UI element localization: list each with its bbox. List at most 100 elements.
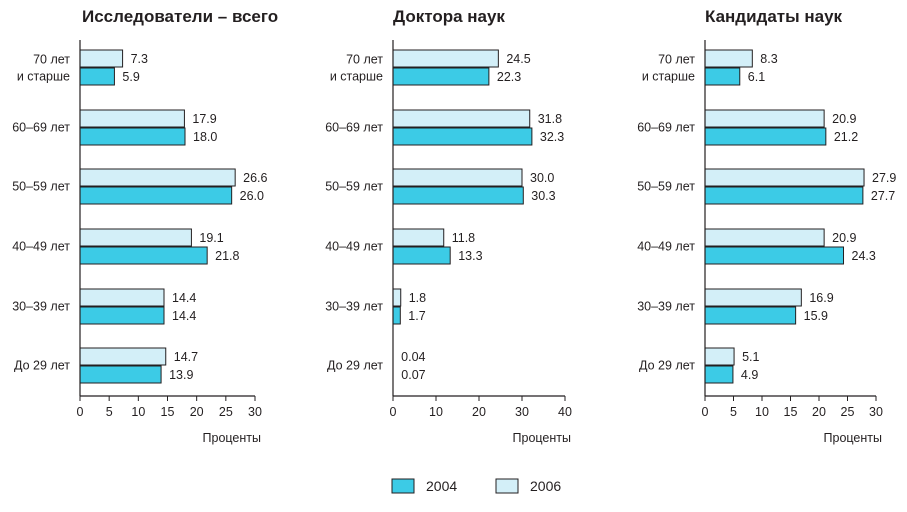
bar-2004 xyxy=(392,246,451,265)
category-label: 40–49 лет xyxy=(637,240,695,254)
bar-2004 xyxy=(704,127,827,146)
x-tick-label: 15 xyxy=(161,405,175,419)
data-label: 5.9 xyxy=(122,70,139,84)
bar-2006 xyxy=(392,228,445,247)
legend-label: 2006 xyxy=(530,478,561,494)
category-label-line: 40–49 лет xyxy=(325,240,383,254)
data-label: 19.1 xyxy=(199,231,223,245)
bar-2004 xyxy=(704,306,797,325)
category-label-line: 70 лет xyxy=(33,53,70,67)
x-tick-label: 20 xyxy=(472,405,486,419)
chart-title: Кандидаты наук xyxy=(705,7,843,26)
data-label: 21.2 xyxy=(834,130,858,144)
data-label: 13.3 xyxy=(458,249,482,263)
bar-2004 xyxy=(79,246,208,265)
bar-2004 xyxy=(704,365,734,384)
data-label: 1.8 xyxy=(409,291,426,305)
data-label: 18.0 xyxy=(193,130,217,144)
category-label-line: 30–39 лет xyxy=(325,300,383,314)
bar-2006 xyxy=(79,109,185,128)
category-label-line: 50–59 лет xyxy=(637,180,695,194)
x-tick-label: 40 xyxy=(558,405,572,419)
legend: 2004 2006 xyxy=(391,478,561,494)
x-tick-label: 0 xyxy=(77,405,84,419)
bar-2006 xyxy=(392,49,499,68)
category-label: 50–59 лет xyxy=(637,180,695,194)
data-label: 15.9 xyxy=(804,309,828,323)
data-label: 0.04 xyxy=(401,350,425,364)
bar-2004 xyxy=(79,127,186,146)
category-label-line: 60–69 лет xyxy=(637,121,695,135)
category-label: 70 лет и старше xyxy=(642,53,695,84)
x-tick-label: 10 xyxy=(131,405,145,419)
category-label-line: 40–49 лет xyxy=(12,240,70,254)
bar-2004 xyxy=(704,186,864,205)
bar-2004 xyxy=(704,67,741,86)
bar-2006 xyxy=(704,109,825,128)
data-label: 4.9 xyxy=(741,368,758,382)
bar-2004 xyxy=(79,67,115,86)
data-label: 26.6 xyxy=(243,171,267,185)
category-label: До 29 лет xyxy=(327,359,383,373)
bar-2006 xyxy=(79,288,165,307)
category-label-line: 70 лет xyxy=(658,53,695,67)
category-label: 60–69 лет xyxy=(637,121,695,135)
category-label-line: 70 лет xyxy=(346,53,383,67)
legend-label: 2004 xyxy=(426,478,457,494)
data-label: 11.8 xyxy=(452,231,475,245)
bar-2006 xyxy=(704,228,825,247)
legend-swatch-2004 xyxy=(391,478,415,494)
category-label-line: и старше xyxy=(17,70,70,84)
bar-2006 xyxy=(704,49,753,68)
chart-panel-1: Доктора наук 70 лет и старше 60–69 лет 50–59… xyxy=(325,7,572,445)
data-label: 14.4 xyxy=(172,309,196,323)
data-label: 27.7 xyxy=(871,189,895,203)
bar-2004 xyxy=(392,127,533,146)
data-label: 24.5 xyxy=(506,52,530,66)
data-label: 0.07 xyxy=(401,368,425,382)
bar-2004 xyxy=(79,186,233,205)
category-label: 30–39 лет xyxy=(325,300,383,314)
data-label: 8.3 xyxy=(760,52,777,66)
category-label: 30–39 лет xyxy=(637,300,695,314)
bar-2006 xyxy=(392,168,523,187)
x-tick-label: 0 xyxy=(390,405,397,419)
x-tick-label: 20 xyxy=(812,405,826,419)
category-label-line: До 29 лет xyxy=(14,359,70,373)
data-label: 1.7 xyxy=(408,309,425,323)
bar-2004 xyxy=(704,246,845,265)
chart-panel-0: Исследователи – всего 70 лет и старше 60–69… xyxy=(12,7,278,445)
data-label: 30.0 xyxy=(530,171,554,185)
bar-2006 xyxy=(392,109,531,128)
category-label-line: 30–39 лет xyxy=(12,300,70,314)
x-tick-label: 30 xyxy=(248,405,262,419)
category-label: 60–69 лет xyxy=(12,121,70,135)
data-label: 32.3 xyxy=(540,130,564,144)
data-label: 13.9 xyxy=(169,368,193,382)
data-label: 14.7 xyxy=(174,350,198,364)
category-label: 70 лет и старше xyxy=(330,53,383,84)
category-label: 60–69 лет xyxy=(325,121,383,135)
bar-2006 xyxy=(704,168,865,187)
x-axis-label: Проценты xyxy=(824,431,882,445)
category-label: 40–49 лет xyxy=(12,240,70,254)
category-label-line: До 29 лет xyxy=(327,359,383,373)
category-label-line: До 29 лет xyxy=(639,359,695,373)
category-label-line: 60–69 лет xyxy=(325,121,383,135)
x-axis-label: Проценты xyxy=(203,431,261,445)
bar-2006 xyxy=(704,347,735,366)
x-tick-label: 5 xyxy=(106,405,113,419)
x-tick-label: 5 xyxy=(730,405,737,419)
data-label: 22.3 xyxy=(497,70,521,84)
data-label: 5.1 xyxy=(742,350,759,364)
category-label: 70 лет и старше xyxy=(17,53,70,84)
legend-swatch-2006 xyxy=(495,478,519,494)
data-label: 14.4 xyxy=(172,291,196,305)
bar-2006 xyxy=(704,288,802,307)
x-tick-label: 10 xyxy=(755,405,769,419)
chart-panel-2: Кандидаты наук 70 лет и старше 60–69 лет 50–… xyxy=(637,7,896,445)
data-label: 26.0 xyxy=(240,189,264,203)
category-label: До 29 лет xyxy=(14,359,70,373)
bar-2004 xyxy=(392,306,401,325)
